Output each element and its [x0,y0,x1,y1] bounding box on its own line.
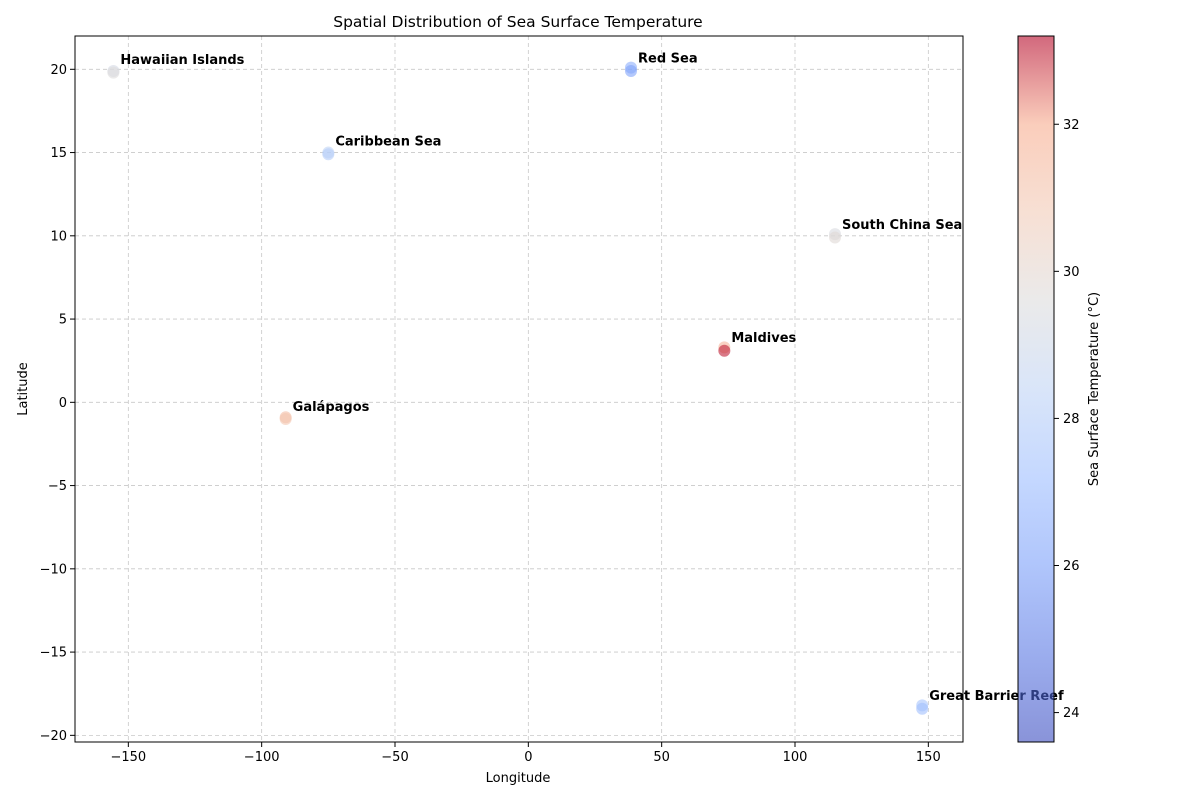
x-axis-ticks: −150 −100 −50 0 50 100 150 [110,742,941,765]
point-annotation: Caribbean Sea [335,135,441,150]
x-tick-label: −50 [381,750,408,765]
y-tick-label: −10 [40,562,67,577]
y-tick-label: 15 [50,146,67,161]
colorbar-tick-label: 30 [1063,265,1080,280]
data-points [107,61,929,715]
colorbar-ticks: 24 26 28 30 32 [1054,118,1080,721]
x-tick-label: 0 [524,750,532,765]
y-axis-label: Latitude [16,362,31,416]
x-axis-label: Longitude [486,771,551,786]
colorbar-tick-label: 32 [1063,118,1080,133]
sst-point [829,231,841,244]
y-axis-ticks: −20 −15 −10 −5 0 5 10 15 20 [40,63,75,744]
x-tick-label: −100 [244,750,280,765]
grid-lines [75,36,963,742]
plot-frame [74,35,964,743]
y-tick-label: 0 [59,396,67,411]
colorbar-tick-label: 24 [1063,706,1080,721]
chart-title: Spatial Distribution of Sea Surface Temp… [333,13,702,31]
sst-point [625,64,637,77]
sst-point [718,344,731,357]
x-tick-label: 150 [916,750,941,765]
colorbar-label: Sea Surface Temperature (°C) [1087,292,1102,486]
sst-point [279,412,292,425]
point-annotation: South China Sea [842,218,962,233]
colorbar-tick-label: 26 [1063,559,1080,574]
x-tick-label: −150 [110,750,146,765]
sst-point [107,66,120,79]
y-tick-label: −15 [40,646,67,661]
point-annotation: Hawaiian Islands [120,53,244,68]
colorbar [1017,35,1055,743]
point-annotation: Red Sea [638,51,698,66]
point-annotation: Galápagos [293,400,370,415]
x-tick-label: 100 [783,750,808,765]
colorbar-tick-label: 28 [1063,412,1080,427]
y-tick-label: 5 [59,313,67,328]
y-tick-label: 20 [50,63,67,78]
sst-point [916,702,929,715]
x-tick-label: 50 [653,750,670,765]
y-tick-label: −20 [40,729,67,744]
sst-point [322,148,335,161]
point-annotation: Maldives [731,331,796,346]
y-tick-label: 10 [50,229,67,244]
y-tick-label: −5 [48,479,67,494]
